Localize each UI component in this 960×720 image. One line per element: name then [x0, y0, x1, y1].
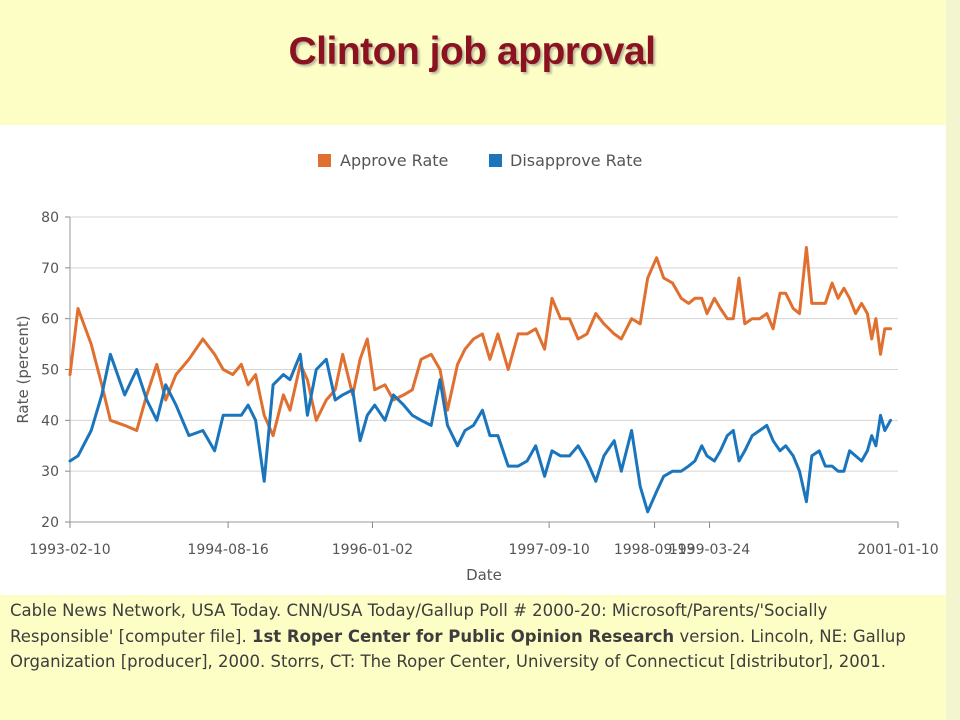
- source-citation: Cable News Network, USA Today. CNN/USA T…: [10, 598, 935, 675]
- x-tick-label: 1998-09-13: [614, 542, 695, 558]
- legend-swatch-disapprove: [489, 154, 502, 167]
- citation-bold-text: 1st Roper Center for Public Opinion Rese…: [252, 626, 675, 646]
- y-tick-label: 30: [41, 464, 59, 480]
- y-tick-label: 40: [41, 413, 59, 429]
- legend-label-disapprove: Disapprove Rate: [510, 151, 642, 170]
- y-axis-label: Rate (percent): [14, 315, 32, 423]
- legend-label-approve: Approve Rate: [340, 151, 448, 170]
- approval-line-chart: 20 30 40 50 60 70 80 1993-02-10 1994-08-16 1996-0…: [14, 151, 939, 584]
- x-tick-label: 1996-01-02: [332, 542, 413, 558]
- x-tick-label: 1999-03-24: [669, 542, 750, 558]
- citation-text-part1: Cable News Network, USA Today. CNN/USA T…: [10, 601, 828, 646]
- slide-title: Clinton job approval: [288, 30, 657, 74]
- y-tick-label: 50: [41, 363, 59, 379]
- y-tick-label: 70: [41, 261, 59, 277]
- x-tick-label: 1997-09-10: [508, 542, 589, 558]
- legend-swatch-approve: [318, 154, 331, 167]
- x-tick-label: 1993-02-10: [29, 542, 110, 558]
- citation-text-part2: version. Lincoln, NE: Gallup Organizatio…: [10, 626, 906, 672]
- slide-edge-strip: [946, 0, 960, 720]
- x-axis-label: Date: [466, 566, 502, 584]
- y-tick-label: 80: [41, 210, 59, 226]
- series-line-approve: [68, 246, 893, 438]
- x-tick-label: 2001-01-10: [857, 542, 938, 558]
- x-tick-label: 1994-08-16: [187, 542, 268, 558]
- y-tick-label: 60: [41, 312, 59, 328]
- series-line-disapprove: [68, 352, 893, 514]
- chart-panel: 20 30 40 50 60 70 80 1993-02-10 1994-08-16 1996-0…: [0, 125, 946, 595]
- y-tick-label: 20: [41, 515, 59, 531]
